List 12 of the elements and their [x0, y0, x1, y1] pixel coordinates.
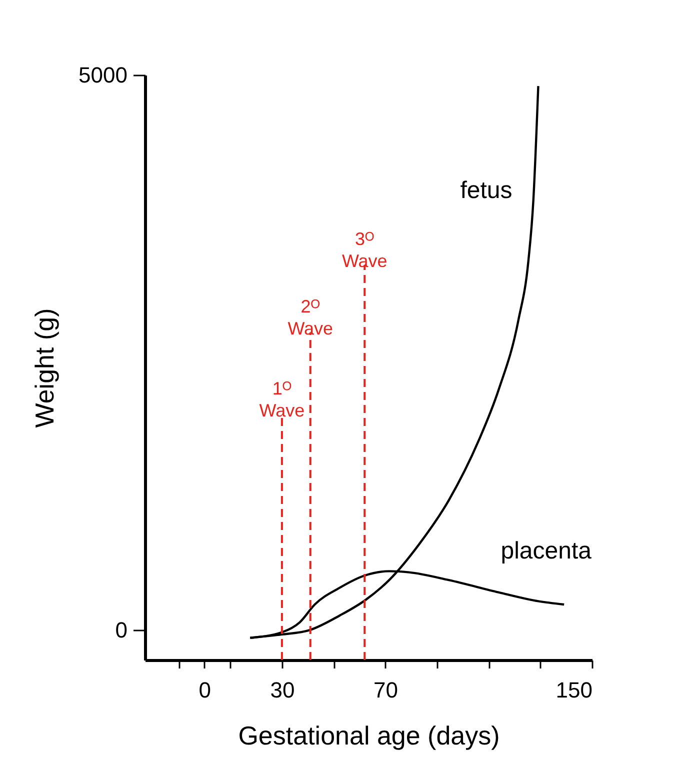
annotation: 1ᴼ Wave — [259, 378, 305, 421]
y-tick-label: 5000 — [78, 62, 128, 88]
series-label: placenta — [500, 537, 592, 564]
series-label: fetus — [460, 177, 512, 204]
x-tick-label: 0 — [198, 678, 212, 702]
y-axis-title: Weight (g) — [30, 308, 60, 428]
x-axis-title: Gestational age (days) — [238, 720, 500, 750]
x-tick-label: 150 — [556, 678, 592, 702]
x-tick-label: 30 — [270, 678, 295, 702]
x-tick-label: 70 — [374, 678, 398, 702]
annotation: 2ᴼ Wave — [288, 296, 334, 339]
annotation: 3ᴼ Wave — [342, 228, 388, 271]
